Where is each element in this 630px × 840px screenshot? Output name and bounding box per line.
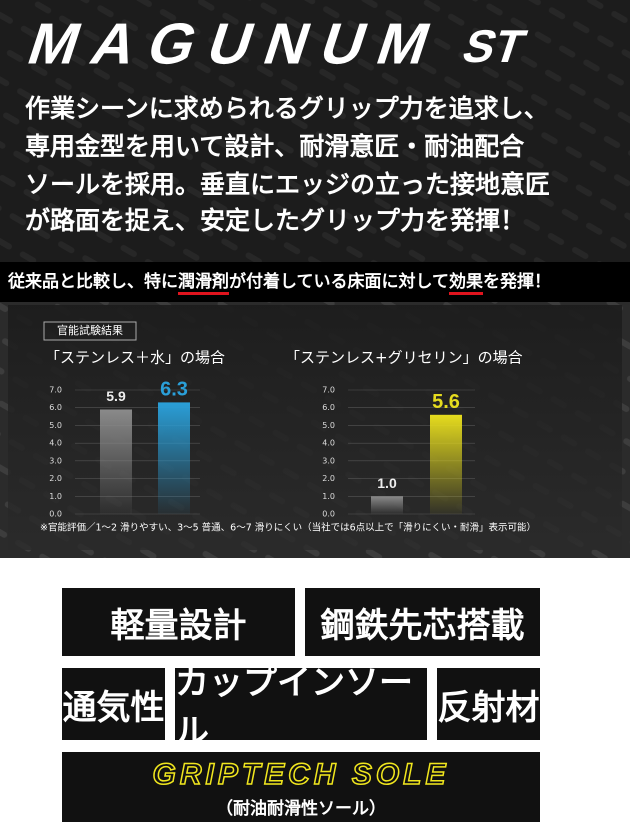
bar: [430, 414, 462, 514]
highlight: 効果: [448, 272, 483, 295]
chart-title: 「ステンレス+グリセリン」の場合: [285, 349, 523, 367]
description: 作業シーンに求められるグリップ力を追求し、: [25, 94, 549, 123]
y-tick-label: 7.0: [49, 386, 62, 395]
y-tick-label: 0.0: [322, 510, 335, 519]
highlight: 潤滑剤: [178, 272, 229, 295]
y-tick-label: 6.0: [49, 403, 62, 412]
bar: [158, 402, 190, 514]
test-label: 官能試験結果: [57, 323, 123, 337]
comparison: 従来品と比較し、特に潤滑剤が付着している床面に対して効果を発揮！: [0, 262, 630, 302]
y-tick-label: 3.0: [49, 456, 62, 465]
feature: 鋼鉄先芯搭載: [305, 588, 540, 656]
y-tick-label: 3.0: [322, 456, 335, 465]
y-tick-label: 5.0: [49, 421, 62, 430]
value-label: 5.9: [106, 388, 126, 404]
label-box: [43, 321, 137, 341]
charts: 「ステンレス＋水」の場合 0.0 1.0 2.0 3.0 4.0 5.0 6.0 7.0 5.9 6…: [45, 349, 523, 519]
text: 従来品と比較し、特に: [8, 272, 178, 292]
text: を発揮！: [482, 272, 551, 292]
sole-name: GRIPTECH SOLE: [152, 757, 450, 792]
value-label: 6.3: [160, 379, 188, 401]
feature: カップインソール: [175, 663, 427, 752]
value-label: 1.0: [377, 475, 397, 491]
y-tick-label: 2.0: [322, 474, 335, 483]
sole: GRIPTECH SOLE （耐油耐滑性ソール）: [62, 752, 540, 822]
y-tick-label: 0.0: [49, 510, 62, 519]
value-label: 5.6: [432, 391, 460, 413]
bar: [371, 496, 403, 514]
feature: 反射材: [437, 668, 540, 740]
y-tick-label: 1.0: [49, 492, 62, 501]
y-tick-label: 6.0: [322, 403, 335, 412]
footnote: ※官能評価／1～2 滑りやすい、3～5 普通、6～7 滑りにくい（当社では6点以…: [40, 522, 536, 534]
description: ソールを採用。垂直にエッジの立った接地意匠: [25, 170, 550, 199]
feature: 通気性: [62, 668, 165, 740]
y-tick-label: 1.0: [322, 492, 335, 501]
bar: [100, 409, 132, 514]
y-tick-label: 4.0: [49, 439, 62, 448]
y-tick-label: 7.0: [322, 386, 335, 395]
sole-note: （耐油耐滑性ソール）: [216, 799, 386, 819]
y-tick-label: 4.0: [322, 439, 335, 448]
chart-title: 「ステンレス＋水」の場合: [45, 349, 225, 367]
text: が付着している床面に対して: [229, 272, 449, 292]
feature: 軽量設計: [62, 588, 295, 656]
y-tick-label: 2.0: [49, 474, 62, 483]
description: が路面を捉え、安定したグリップ力を発揮！: [25, 206, 525, 235]
description: 専用金型を用いて設計、耐滑意匠・耐油配合: [25, 132, 525, 161]
hero: MAGUNUM ST 作業シーンに求められるグリップ力を追求し、 専用金型を用い…: [0, 0, 630, 558]
y-tick-label: 5.0: [322, 421, 335, 430]
